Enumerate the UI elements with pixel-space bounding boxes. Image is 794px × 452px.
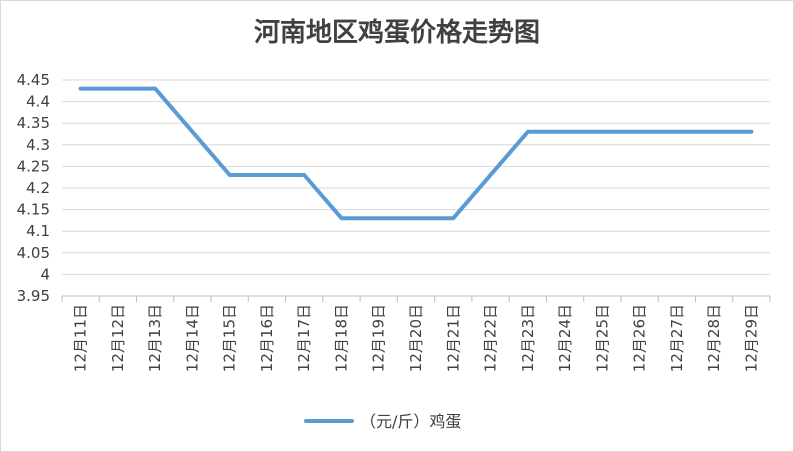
series-layer [78, 86, 754, 221]
x-tick-label: 12月21日 [444, 304, 462, 372]
x-tick-label: 12月19日 [370, 304, 388, 372]
y-axis: 4.45 4.4 4.35 4.3 4.25 4.2 4.15 4.1 4.05 4 3.95 [17, 71, 50, 305]
y-tick-label: 3.95 [17, 287, 50, 305]
y-tick-label: 4.25 [17, 157, 50, 175]
y-tick-label: 4.15 [17, 201, 50, 219]
x-tick-label: 12月17日 [295, 304, 313, 372]
legend-label: （元/斤）鸡蛋 [360, 412, 461, 431]
y-tick-label: 4.2 [26, 179, 50, 197]
x-tick-label: 12月18日 [332, 304, 350, 372]
y-tick-label: 4.4 [26, 93, 50, 111]
x-tick-label: 12月12日 [109, 304, 127, 372]
y-tick-label: 4 [40, 265, 50, 283]
x-tick-label: 12月24日 [556, 304, 574, 372]
x-tick-label: 12月28日 [705, 304, 723, 372]
x-tick-label: 12月14日 [183, 304, 201, 372]
y-tick-label: 4.1 [26, 222, 50, 240]
gridlines [62, 79, 770, 297]
series-line-0 [78, 86, 754, 221]
x-tick-label: 12月26日 [631, 304, 649, 372]
y-tick-label: 4.45 [17, 71, 50, 89]
legend: （元/斤）鸡蛋 [304, 412, 461, 431]
y-tick-label: 4.05 [17, 244, 50, 262]
y-tick-label: 4.35 [17, 114, 50, 132]
x-tick-label: 12月16日 [258, 304, 276, 372]
x-tick-label: 12月27日 [668, 304, 686, 372]
x-tick-label: 12月23日 [519, 304, 537, 372]
x-tick-label: 12月13日 [146, 304, 164, 372]
x-tick-label: 12月15日 [221, 304, 239, 372]
x-axis: 12月11日 12月12日 12月13日 12月14日 12月15日 12月16日 12月1… [61, 295, 771, 372]
x-tick-label: 12月20日 [407, 304, 425, 372]
y-tick-label: 4.3 [26, 136, 50, 154]
x-tick-label: 12月29日 [742, 304, 760, 372]
chart-title: 河南地区鸡蛋价格走势图 [253, 18, 540, 48]
x-tick-label: 12月25日 [593, 304, 611, 372]
x-tick-label: 12月22日 [482, 304, 500, 372]
x-tick-label: 12月11日 [72, 304, 90, 372]
